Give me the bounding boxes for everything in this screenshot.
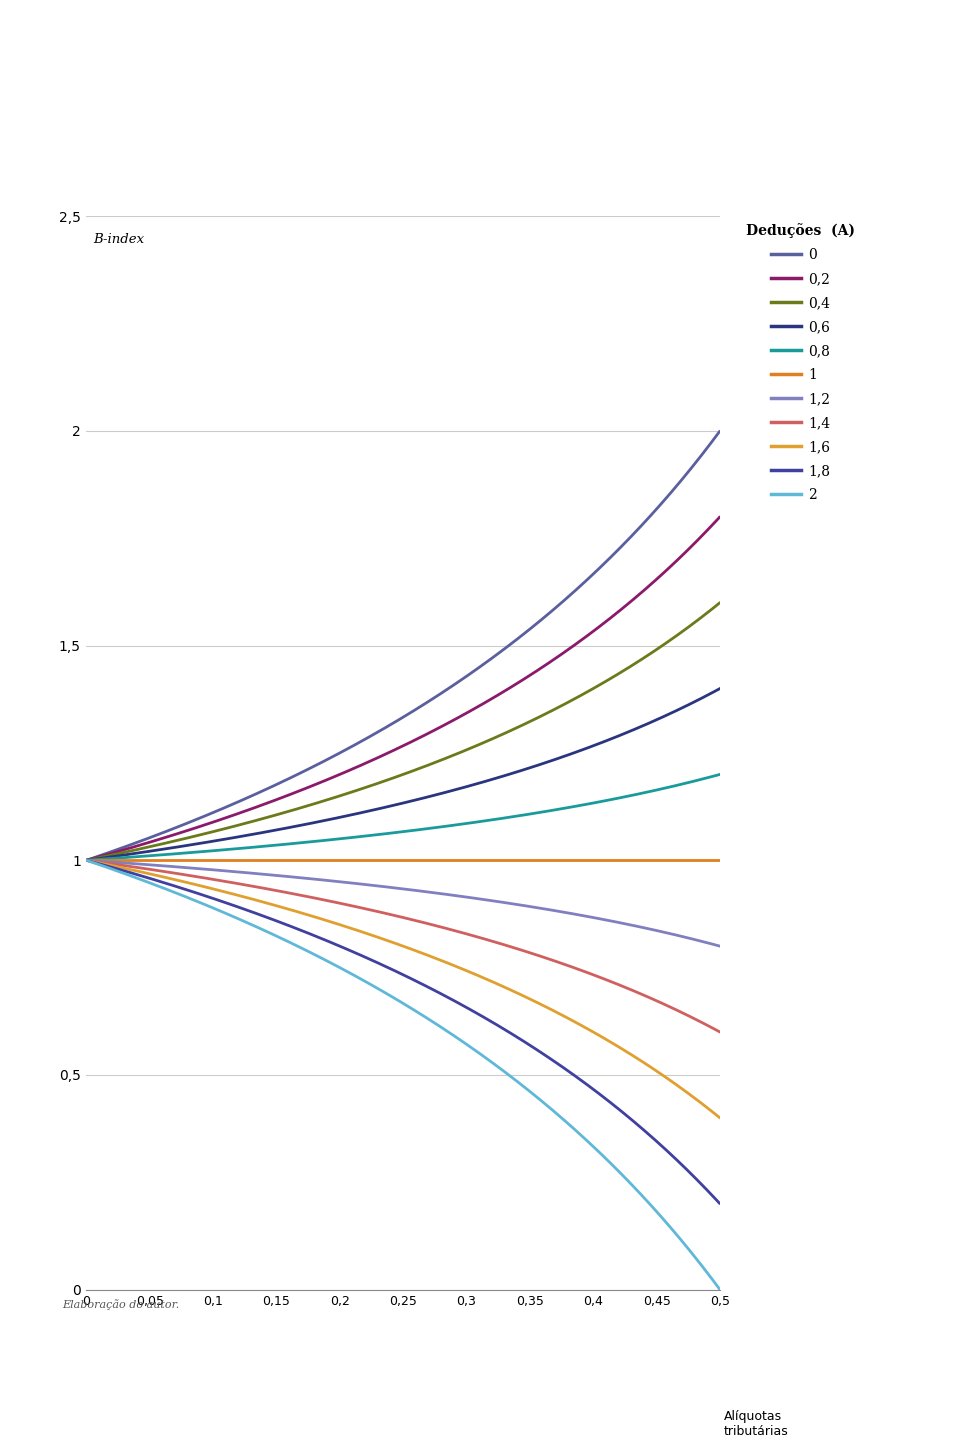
Legend: 0, 0,2, 0,4, 0,6, 0,8, 1, 1,2, 1,4, 1,6, 1,8, 2: 0, 0,2, 0,4, 0,6, 0,8, 1, 1,2, 1,4, 1,6,… — [746, 223, 855, 501]
Text: B-index: B-index — [248, 148, 309, 166]
Text: Elaboração do autor.: Elaboração do autor. — [62, 1300, 180, 1310]
Text: Alíquotas
tributárias: Alíquotas tributárias — [724, 1409, 788, 1438]
Text: B-index: B-index — [93, 233, 144, 246]
Text: e as alíquotas tributárias: e as alíquotas tributárias — [309, 148, 518, 166]
Text: Gráfico 1. A relação entre o: Gráfico 1. A relação entre o — [17, 148, 248, 166]
